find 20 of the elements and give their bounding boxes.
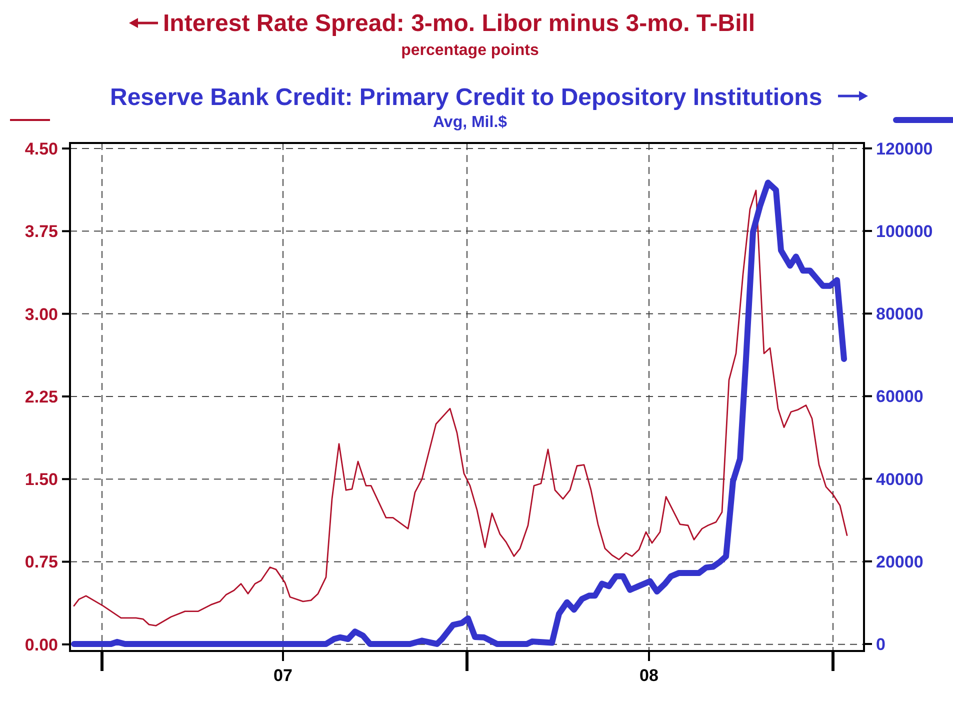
y2-tick-label: 0 — [876, 634, 886, 654]
text: Reserve Bank Credit: Primary Credit to Depository Institutions — [110, 84, 822, 111]
legend-label: Interest Rate Spread: 3-mo. Libor minus 3-mo. T-Bill — [163, 10, 756, 37]
y-tick-label: 4.50 — [24, 140, 58, 159]
y-tick-label: 1.50 — [24, 470, 58, 490]
y-tick-label: 3.75 — [24, 222, 58, 242]
y-tick-label: 0.75 — [24, 552, 58, 572]
x-tick-label: 08 — [640, 666, 658, 685]
y2-tick-label: 100000 — [876, 222, 933, 241]
y2-tick-label: 40000 — [876, 470, 924, 489]
y-tick-label: 3.00 — [24, 304, 58, 324]
y2-tick-label: 60000 — [876, 387, 924, 406]
y2-tick-label: 80000 — [876, 304, 924, 324]
y2-tick-label: 120000 — [876, 139, 933, 158]
x-tick-label: 07 — [274, 666, 292, 685]
text: Avg, Mil.$ — [432, 114, 508, 131]
text: percentage points — [401, 42, 539, 59]
y2-tick-label: 20000 — [876, 552, 924, 572]
y-tick-label: 0.00 — [24, 635, 58, 654]
y-tick-label: 2.25 — [24, 387, 58, 406]
